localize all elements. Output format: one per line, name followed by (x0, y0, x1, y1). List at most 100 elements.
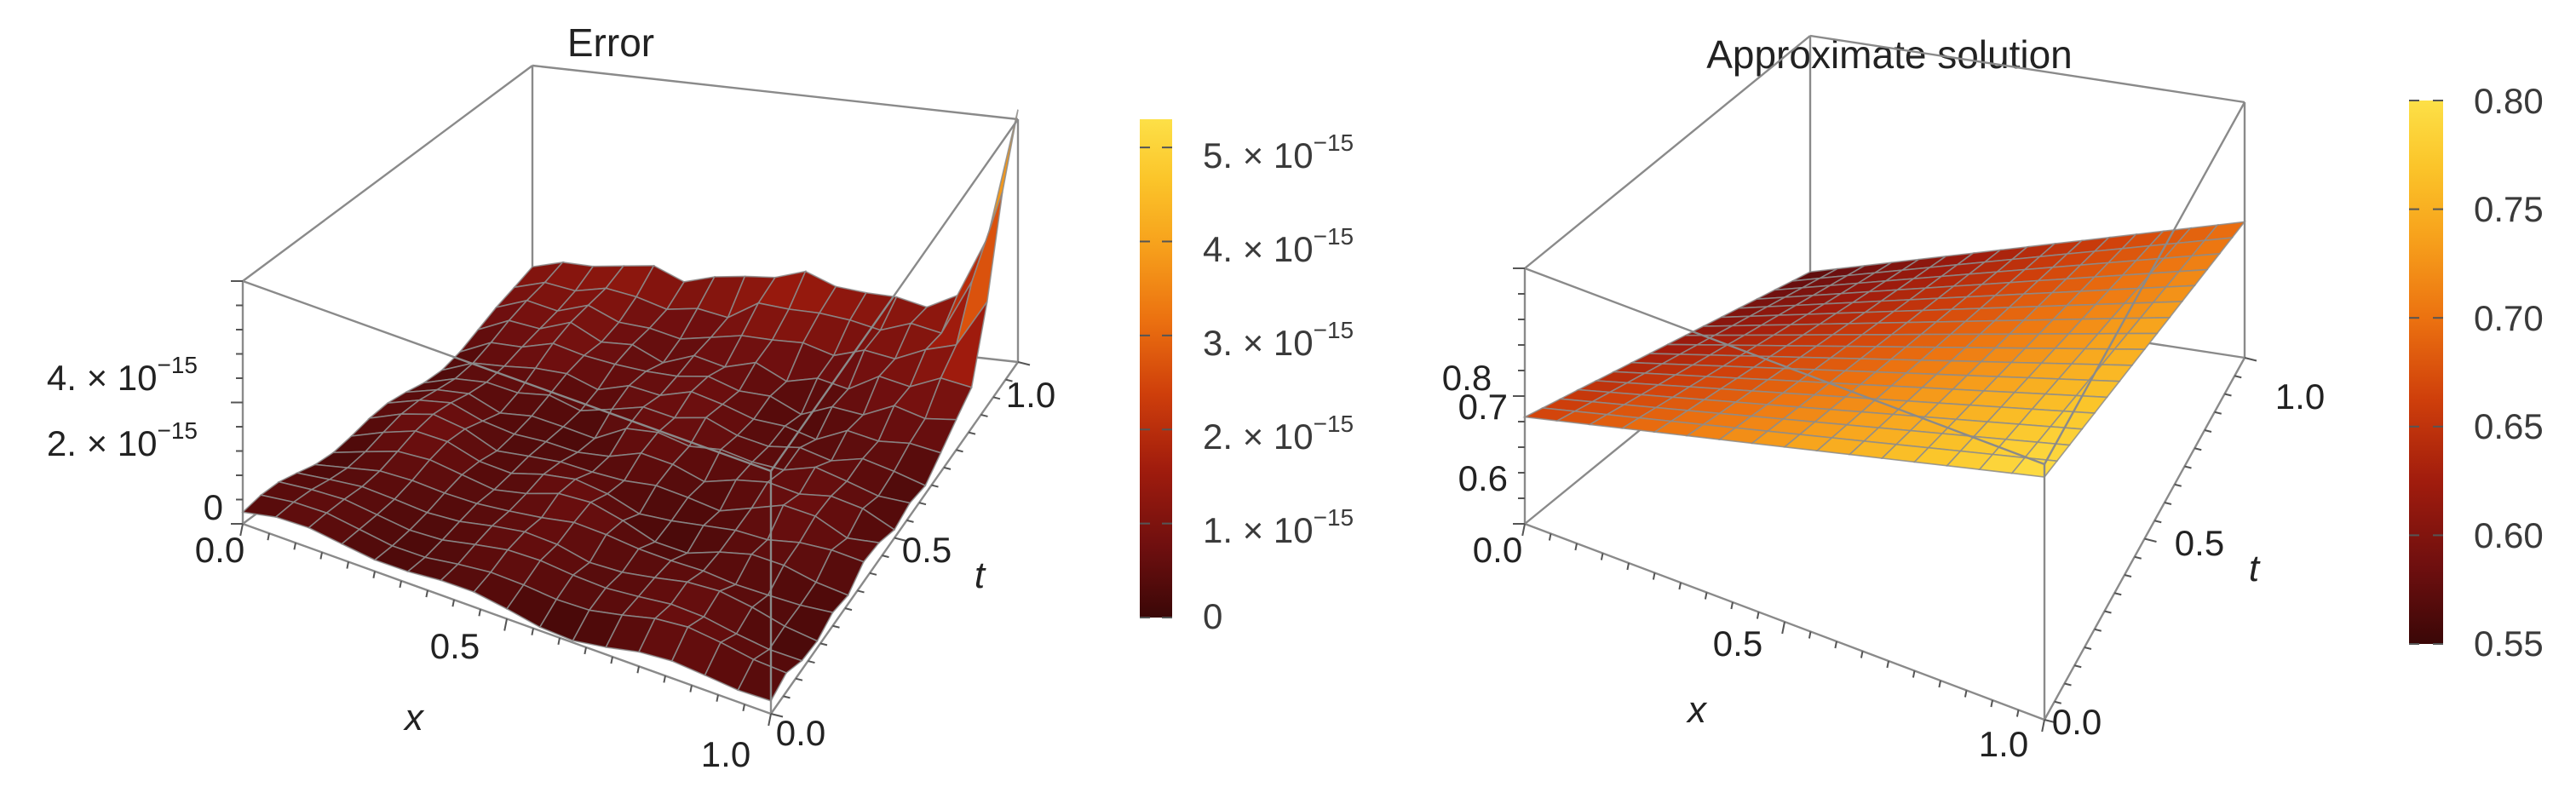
solution-t-tick-mark (2144, 537, 2157, 543)
solution-t-tick-mark (2194, 447, 2202, 451)
solution-x-tick-mark (2015, 710, 2020, 717)
solution-t-tick-2: 1.0 (2275, 376, 2325, 417)
error-t-tick-mark (992, 396, 1001, 400)
error-t-tick-1: 0.5 (902, 530, 952, 570)
error-x-tick-1: 0.5 (430, 626, 480, 666)
error-z-tick-0: 0 (204, 487, 223, 527)
solution-t-tick-mark (2214, 411, 2222, 415)
error-box-edge (770, 118, 1019, 472)
error-surface-patch (737, 658, 788, 702)
solution-x-tick-mark (1834, 641, 1837, 649)
error-t-tick-mark (857, 589, 865, 594)
error-x-tick-mark (716, 694, 719, 702)
solution-box-edge (1809, 34, 2245, 104)
solution-x-axis-label: x (1686, 689, 1708, 731)
error-t-tick-0: 0.0 (776, 713, 825, 753)
solution-colorbar-label-2: 0.65 (2474, 406, 2544, 446)
error-box-edge (532, 64, 1019, 121)
error-x-tick-mark (293, 543, 296, 550)
solution-t-tick-0: 0.0 (2052, 702, 2102, 742)
solution-x-tick-mark (1964, 690, 1968, 698)
error-x-tick-mark (399, 580, 402, 589)
solution-colorbar-label-0: 0.55 (2474, 623, 2544, 664)
error-t-tick-mark (770, 713, 784, 718)
error-colorbar (1140, 119, 1172, 618)
error-t-tick-mark (906, 519, 914, 523)
error-t-tick-mark (882, 555, 889, 559)
error-x-tick-mark (425, 589, 428, 598)
solution-x-tick-mark (1938, 680, 1941, 688)
solution-t-tick-mark (2174, 483, 2182, 487)
solution-t-tick-mark (2094, 628, 2102, 632)
error-x-tick-mark (478, 609, 481, 617)
solution-colorbar-ticks (2409, 100, 2443, 645)
error-x-tick-mark (557, 637, 561, 645)
solution-t-tick-mark (2154, 520, 2162, 524)
error-t-tick-mark (819, 642, 828, 646)
error-x-tick-mark (267, 532, 270, 541)
solution-x-tick-0: 0.0 (1473, 530, 1522, 570)
solution-x-tick-mark (1912, 670, 1916, 678)
error-x-tick-mark (584, 646, 587, 655)
solution-x-tick-mark (1574, 543, 1578, 551)
error-x-tick-mark (239, 523, 244, 537)
solution-x-tick-mark (1860, 651, 1864, 658)
error-t-axis-label: t (975, 555, 986, 596)
solution-t-tick-mark (2104, 610, 2112, 614)
error-t-tick-mark (918, 502, 927, 506)
solution-t-tick-mark (2244, 357, 2257, 362)
error-t-tick-mark (832, 624, 840, 629)
solution-x-tick-mark (1600, 553, 1604, 560)
solution-t-tick-mark (2054, 700, 2061, 704)
solution-box-edge (2043, 101, 2246, 465)
solution-x-tick-mark (1990, 699, 1993, 708)
solution-x-tick-mark (1678, 582, 1682, 590)
solution-x-tick-mark (1886, 660, 1889, 669)
solution-x-tick-mark (1704, 592, 1708, 600)
solution-t-tick-mark (2224, 393, 2232, 397)
error-x-tick-mark (663, 675, 666, 683)
solution-t-tick-mark (2184, 465, 2192, 469)
error-t-tick-mark (943, 466, 952, 470)
approx-solution-plot: Approximate solution 0.6 0.7 0.8 0.8 0.0… (1442, 32, 2544, 764)
error-box-front-edges (231, 118, 1031, 727)
error-t-tick-mark (795, 677, 803, 681)
error-t-tick-mark (968, 431, 976, 435)
solution-x-tick-mark (1626, 562, 1630, 571)
error-x-tick-mark (372, 571, 376, 578)
error-title: Error (567, 20, 654, 65)
solution-box-edge (1524, 267, 2045, 466)
error-x-tick-mark (636, 666, 640, 674)
solution-x-tick-2: 1.0 (1979, 724, 2028, 764)
error-x-tick-mark (451, 600, 455, 607)
solution-x-tick-mark (1808, 631, 1812, 639)
error-t-tick-mark (1017, 361, 1031, 366)
error-t-tick-mark (808, 660, 815, 664)
error-colorbar-label-3: 3. × 10−15 (1203, 317, 1354, 363)
error-t-tick-mark (956, 449, 963, 453)
solution-t-tick-mark (2204, 429, 2212, 433)
solution-x-tick-mark (1521, 523, 1526, 537)
solution-surface (1522, 221, 2246, 478)
solution-t-axis-label: t (2249, 548, 2261, 589)
solution-z-tick-0: 0.6 (1458, 458, 1508, 498)
error-t-tick-mark (894, 537, 907, 542)
error-box-edge (242, 65, 533, 282)
solution-x-tick-mark (1548, 533, 1552, 541)
error-t-tick-mark (869, 572, 877, 576)
solution-box-front-edges (1513, 101, 2257, 733)
solution-z-tick-1: 0.7 (1458, 387, 1508, 427)
error-t-tick-mark (1005, 378, 1013, 382)
error-colorbar-label-4: 4. × 10−15 (1203, 223, 1354, 269)
solution-x-tick-mark (1781, 621, 1785, 635)
error-colorbar-label-1: 1. × 10−15 (1203, 504, 1354, 550)
solution-t-tick-mark (2234, 375, 2242, 379)
error-z-tick-1: 2. × 10−15 (47, 417, 198, 463)
error-x-tick-mark (319, 552, 323, 560)
error-t-tick-2: 1.0 (1006, 375, 1055, 415)
error-x-tick-mark (610, 656, 613, 664)
error-x-tick-mark (689, 685, 693, 692)
error-box-edge (242, 279, 772, 473)
solution-x-tick-mark (1652, 572, 1656, 580)
error-x-tick-mark (531, 628, 534, 635)
